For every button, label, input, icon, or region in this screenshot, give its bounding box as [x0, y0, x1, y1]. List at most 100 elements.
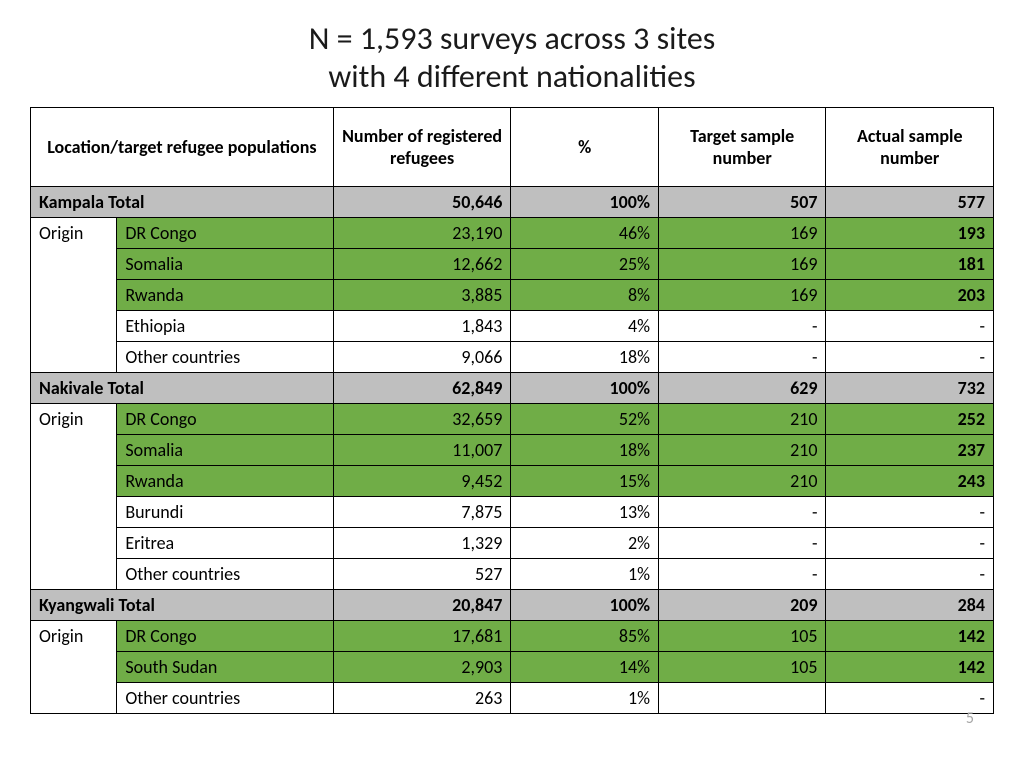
cell-actual: 243 [826, 465, 994, 496]
slide-title: N = 1,593 surveys across 3 sites with 4 … [30, 20, 994, 97]
cell-actual: 252 [826, 403, 994, 434]
cell-target: 507 [658, 186, 826, 217]
cell-actual: - [826, 310, 994, 341]
cell-actual: - [826, 527, 994, 558]
cell-actual: 193 [826, 217, 994, 248]
origin-row: Eritrea1,3292%-- [31, 527, 994, 558]
cell-pct: 85% [511, 620, 659, 651]
col-location: Location/target refugee populations [31, 107, 334, 186]
origin-country: Ethiopia [117, 310, 333, 341]
origin-row: Somalia11,00718%210237 [31, 434, 994, 465]
cell-pct: 1% [511, 558, 659, 589]
col-actual: Actual sample number [826, 107, 994, 186]
col-pct: % [511, 107, 659, 186]
cell-target: 210 [658, 465, 826, 496]
origin-country: Rwanda [117, 279, 333, 310]
cell-registered: 9,066 [333, 341, 511, 372]
cell-pct: 18% [511, 434, 659, 465]
cell-pct: 18% [511, 341, 659, 372]
cell-actual: 577 [826, 186, 994, 217]
cell-actual: 181 [826, 248, 994, 279]
cell-pct: 2% [511, 527, 659, 558]
cell-target: 210 [658, 403, 826, 434]
col-registered: Number of registered refugees [333, 107, 511, 186]
origin-country: Rwanda [117, 465, 333, 496]
cell-registered: 12,662 [333, 248, 511, 279]
cell-target [658, 682, 826, 713]
cell-pct: 25% [511, 248, 659, 279]
cell-pct: 15% [511, 465, 659, 496]
cell-target: 209 [658, 589, 826, 620]
cell-target: 210 [658, 434, 826, 465]
cell-registered: 17,681 [333, 620, 511, 651]
origin-country: DR Congo [117, 403, 333, 434]
cell-registered: 32,659 [333, 403, 511, 434]
cell-pct: 100% [511, 186, 659, 217]
site-total-row: Nakivale Total62,849100%629732 [31, 372, 994, 403]
cell-registered: 9,452 [333, 465, 511, 496]
cell-target: - [658, 496, 826, 527]
cell-pct: 46% [511, 217, 659, 248]
cell-registered: 1,329 [333, 527, 511, 558]
origin-country: DR Congo [117, 217, 333, 248]
origin-country: Other countries [117, 682, 333, 713]
cell-target: - [658, 341, 826, 372]
cell-actual: - [826, 496, 994, 527]
survey-table: Location/target refugee populations Numb… [30, 107, 994, 714]
origin-row: South Sudan2,90314%105142 [31, 651, 994, 682]
origin-country: Somalia [117, 434, 333, 465]
title-line-2: with 4 different nationalities [328, 57, 695, 96]
cell-actual: 237 [826, 434, 994, 465]
cell-target: 629 [658, 372, 826, 403]
origin-country: Other countries [117, 341, 333, 372]
origin-row: Other countries5271%-- [31, 558, 994, 589]
origin-row: Other countries9,06618%-- [31, 341, 994, 372]
site-name: Kampala Total [31, 186, 334, 217]
origin-row: Rwanda3,8858%169203 [31, 279, 994, 310]
cell-pct: 1% [511, 682, 659, 713]
cell-target: - [658, 558, 826, 589]
origin-label: Origin [31, 217, 117, 372]
cell-pct: 100% [511, 589, 659, 620]
cell-pct: 4% [511, 310, 659, 341]
cell-pct: 100% [511, 372, 659, 403]
cell-actual: 142 [826, 651, 994, 682]
cell-pct: 13% [511, 496, 659, 527]
cell-registered: 1,843 [333, 310, 511, 341]
header-row: Location/target refugee populations Numb… [31, 107, 994, 186]
origin-row: Rwanda9,45215%210243 [31, 465, 994, 496]
cell-registered: 527 [333, 558, 511, 589]
origin-country: DR Congo [117, 620, 333, 651]
cell-pct: 8% [511, 279, 659, 310]
cell-pct: 52% [511, 403, 659, 434]
cell-target: 105 [658, 651, 826, 682]
cell-actual: - [826, 341, 994, 372]
origin-row: Other countries2631%- [31, 682, 994, 713]
col-target: Target sample number [658, 107, 826, 186]
origin-country: Somalia [117, 248, 333, 279]
origin-row: OriginDR Congo23,19046%169193 [31, 217, 994, 248]
origin-country: Eritrea [117, 527, 333, 558]
cell-registered: 7,875 [333, 496, 511, 527]
origin-label: Origin [31, 620, 117, 713]
cell-registered: 23,190 [333, 217, 511, 248]
site-name: Kyangwali Total [31, 589, 334, 620]
site-name: Nakivale Total [31, 372, 334, 403]
cell-actual: 732 [826, 372, 994, 403]
origin-row: OriginDR Congo17,68185%105142 [31, 620, 994, 651]
cell-target: - [658, 527, 826, 558]
site-total-row: Kampala Total50,646100%507577 [31, 186, 994, 217]
origin-label: Origin [31, 403, 117, 589]
cell-target: 169 [658, 279, 826, 310]
cell-registered: 2,903 [333, 651, 511, 682]
origin-row: Somalia12,66225%169181 [31, 248, 994, 279]
cell-target: 169 [658, 217, 826, 248]
origin-row: Ethiopia1,8434%-- [31, 310, 994, 341]
origin-row: Burundi7,87513%-- [31, 496, 994, 527]
origin-country: Other countries [117, 558, 333, 589]
cell-actual: 142 [826, 620, 994, 651]
origin-row: OriginDR Congo32,65952%210252 [31, 403, 994, 434]
cell-pct: 14% [511, 651, 659, 682]
origin-country: South Sudan [117, 651, 333, 682]
title-line-1: N = 1,593 surveys across 3 sites [309, 19, 716, 58]
